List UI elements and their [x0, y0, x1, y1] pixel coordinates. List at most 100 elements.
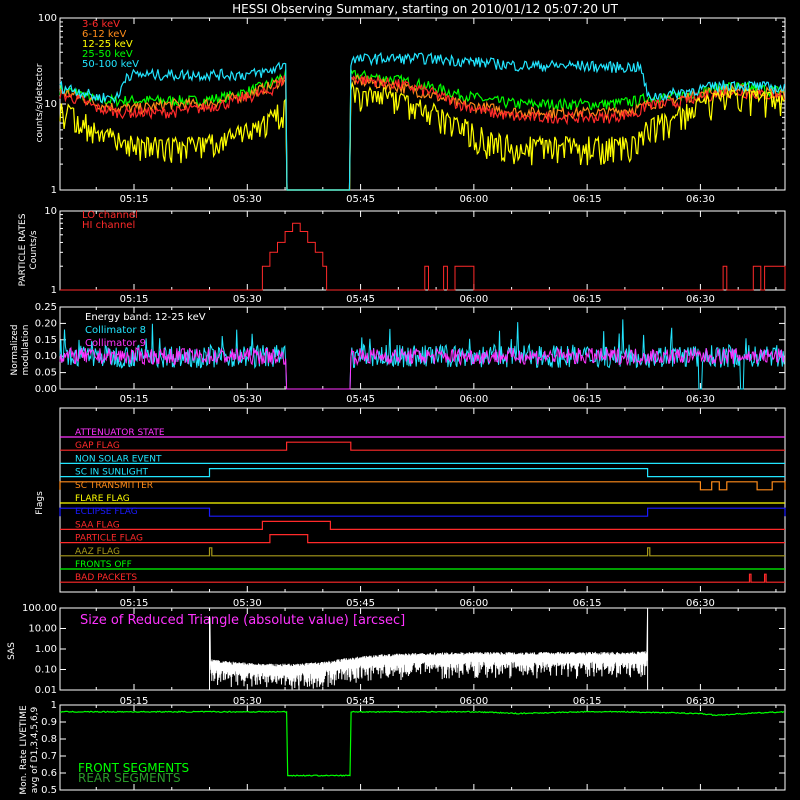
- count-rates-legend-3-6-kev: 3-6 keV: [82, 19, 120, 30]
- count-rates-panel: counts/s/detector 1 10 100 05:15 05:30 05:45 0…: [35, 13, 786, 205]
- flag-trace-saa-flag: [60, 520, 785, 530]
- flag-label-sc-transmitter: SC TRANSMITTER: [75, 481, 153, 491]
- particle-rates-lo-line: [60, 222, 786, 291]
- flags-panel: Flags 05:15 05:30 05:45 06:00 06:15 06:30 ATTE…: [35, 407, 786, 609]
- livetime-ytick-label: 0.8: [41, 734, 57, 745]
- modulation-ytick-label: 0.00: [35, 384, 57, 395]
- flag-trace-sc-in-sunlight: [60, 468, 785, 478]
- particle-rates-panel: PARTICLE RATES Counts/s 1 10 05:15 05:30 05:…: [18, 206, 786, 305]
- livetime-panel: Mon. Rate LIVETIME avg of D1,3,4,5,6,9 0…: [19, 700, 786, 796]
- modulation-xtick-label: 05:15: [120, 394, 149, 405]
- sas-ytick-label: 1.00: [35, 644, 57, 655]
- livetime-ylabel: Mon. Rate LIVETIME: [19, 705, 29, 795]
- flag-label-bad-packets: BAD PACKETS: [75, 573, 137, 583]
- livetime-ytick-label: 0.7: [41, 751, 57, 762]
- count-rates-line-3-6-kev: [59, 74, 785, 191]
- flags-xtick-label: 05:15: [120, 598, 149, 609]
- modulation-line-collimator-8: [59, 319, 785, 390]
- particle-rates-ytick-label: 1: [51, 285, 57, 296]
- count-rates-line-50-100-kev: [59, 51, 786, 191]
- flags-xtick-label: 06:15: [573, 598, 602, 609]
- livetime-ylabel-2: avg of D1,3,4,5,6,9: [30, 706, 40, 793]
- sas-ytick-label: 0.10: [35, 665, 57, 676]
- particle-rates-xtick-label: 06:30: [686, 294, 715, 305]
- particle-rates-xtick-label: 06:00: [459, 294, 488, 305]
- flags-xtick-label: 05:45: [346, 598, 375, 609]
- modulation-xtick-label: 06:15: [573, 394, 602, 405]
- particle-rates-ylabel: PARTICLE RATES: [18, 213, 28, 286]
- flags-xtick-label: 06:30: [686, 598, 715, 609]
- livetime-legend-front-segments: FRONT SEGMENTS: [78, 761, 189, 775]
- livetime-plot-frame: [59, 704, 786, 791]
- modulation-xtick-label: 05:30: [233, 394, 262, 405]
- count-rates-ylabel: counts/s/detector: [35, 63, 45, 142]
- sas-xtick-label: 05:15: [120, 696, 149, 707]
- count-rates-xtick-label: 06:30: [686, 194, 715, 205]
- sas-xtick-label: 06:00: [459, 696, 488, 707]
- flags-xtick-label: 05:30: [233, 598, 262, 609]
- particle-rates-ylabel-unit: Counts/s: [29, 230, 39, 269]
- flag-label-eclipse-flag: ECLIPSE FLAG: [75, 507, 138, 517]
- modulation-ytick-label: 0.05: [35, 368, 57, 379]
- count-rates-xtick-label: 06:15: [573, 194, 602, 205]
- count-rates-legend-25-50-kev: 25-50 keV: [82, 49, 133, 60]
- particle-rates-legend-lo-channel: LO channel: [82, 210, 138, 221]
- flags-plot-frame: [59, 407, 786, 593]
- modulation-ylabel: Normalized: [10, 324, 20, 375]
- sas-ytick-label: 0.01: [35, 685, 57, 696]
- count-rates-xtick-label: 05:45: [346, 194, 375, 205]
- flags-xtick-label: 06:00: [459, 598, 488, 609]
- livetime-ytick-label: 0.5: [41, 785, 57, 796]
- flag-label-particle-flag: PARTICLE FLAG: [75, 534, 143, 544]
- modulation-ytick-label: 0.10: [35, 351, 57, 362]
- flag-trace-bad-packets: [60, 573, 785, 583]
- flag-trace-particle-flag: [60, 534, 785, 544]
- modulation-xtick-label: 05:45: [346, 394, 375, 405]
- count-rates-line-12-25-kev: [59, 81, 785, 191]
- flag-label-non-solar-event: NON SOLAR EVENT: [75, 454, 162, 464]
- count-rates-legend-50-100-kev: 50-100 keV: [82, 59, 139, 70]
- flag-label-saa-flag: SAA FLAG: [75, 520, 120, 530]
- modulation-xtick-label: 06:30: [686, 394, 715, 405]
- sas-xtick-label: 05:45: [346, 696, 375, 707]
- flag-label-attenuator-state: ATTENUATOR STATE: [75, 428, 165, 438]
- flag-label-gap-flag: GAP FLAG: [75, 441, 120, 451]
- flag-trace-eclipse-flag: [59, 507, 786, 517]
- particle-rates-legend-hi-channel: HI channel: [82, 220, 135, 231]
- count-rates-legend-12-25-kev: 12-25 keV: [82, 39, 133, 50]
- count-rates-ytick-label: 100: [38, 13, 57, 24]
- livetime-legend-rear-segments: REAR SEGMENTS: [78, 771, 181, 785]
- flag-label-sc-in-sunlight: SC IN SUNLIGHT: [75, 468, 149, 478]
- count-rates-xtick-label: 06:00: [459, 194, 488, 205]
- figure-title: HESSI Observing Summary, starting on 201…: [232, 2, 618, 16]
- sas-line: [209, 607, 649, 690]
- modulation-panel: Normalized modulation Energy band: 12-25…: [10, 302, 786, 405]
- particle-rates-xtick-label: 05:45: [346, 294, 375, 305]
- flag-label-flare-flag: FLARE FLAG: [75, 494, 130, 504]
- modulation-ylabel-2: modulation: [21, 325, 31, 376]
- modulation-legend-collimator-8: Collimator 8: [85, 325, 146, 336]
- livetime-ytick-label: 1: [51, 700, 57, 711]
- count-rates-ytick-label: 1: [51, 185, 57, 196]
- sas-ylabel: SAS: [7, 642, 17, 660]
- count-rates-xtick-label: 05:15: [120, 194, 149, 205]
- particle-rates-ytick-label: 10: [44, 206, 57, 217]
- count-rates-xtick-label: 05:30: [233, 194, 262, 205]
- sas-ytick-label: 100.00: [22, 603, 57, 614]
- livetime-line: [60, 710, 785, 777]
- flags-ylabel: Flags: [35, 491, 45, 515]
- sas-xtick-label: 06:30: [686, 696, 715, 707]
- flag-label-aaz-flag: AAZ FLAG: [75, 547, 120, 557]
- flag-trace-gap-flag: [60, 441, 785, 451]
- sas-header: Size of Reduced Triangle (absolute value…: [80, 613, 405, 628]
- modulation-ytick-label: 0.25: [35, 302, 57, 313]
- particle-rates-xtick-label: 06:15: [573, 294, 602, 305]
- modulation-legend-collimator-9: Collimator 9: [85, 338, 146, 349]
- particle-rates-xtick-label: 05:15: [120, 294, 149, 305]
- modulation-ytick-label: 0.15: [35, 335, 57, 346]
- modulation-xtick-label: 06:00: [459, 394, 488, 405]
- sas-xtick-label: 05:30: [233, 696, 262, 707]
- particle-rates-xtick-label: 05:30: [233, 294, 262, 305]
- modulation-ytick-label: 0.20: [35, 318, 57, 329]
- count-rates-ytick-label: 10: [44, 99, 57, 110]
